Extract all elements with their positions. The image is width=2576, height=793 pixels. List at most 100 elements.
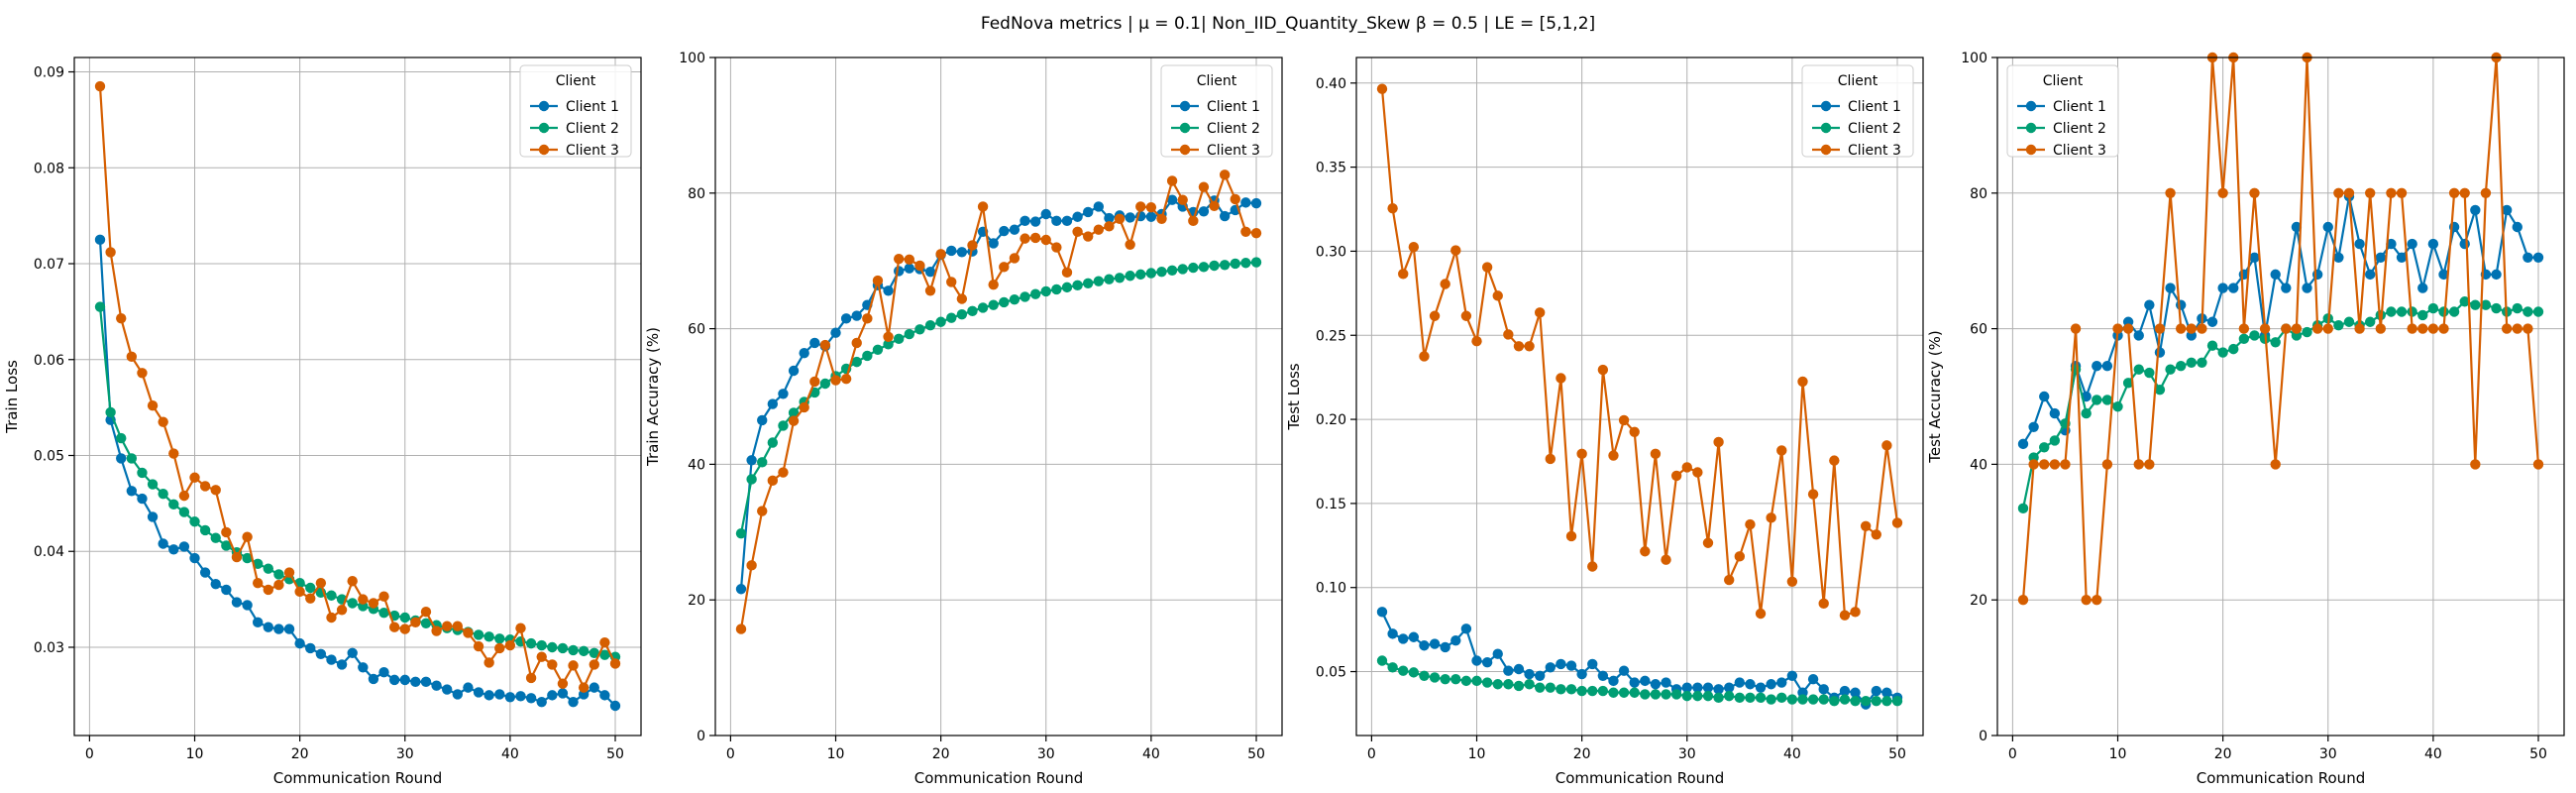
data-point (1188, 262, 1199, 274)
data-point (799, 348, 809, 359)
data-point (2386, 187, 2397, 198)
data-point (2039, 391, 2050, 402)
data-point (168, 544, 179, 555)
x-tick-label: 20 (1573, 746, 1591, 762)
data-point (1135, 201, 1146, 212)
data-point (147, 399, 159, 411)
data-point (147, 479, 159, 490)
data-point (2512, 323, 2522, 334)
data-point (1387, 628, 1398, 639)
data-point (2417, 323, 2428, 334)
data-point (1755, 682, 1767, 693)
y-tick-label: 80 (1970, 186, 1987, 202)
data-point (1608, 675, 1619, 687)
data-point (336, 659, 348, 670)
data-point (2249, 252, 2260, 263)
data-point (2365, 316, 2376, 327)
data-point (2427, 302, 2439, 314)
data-point (1009, 293, 1020, 305)
data-point (483, 657, 494, 668)
data-point (1156, 266, 1167, 278)
data-point (924, 266, 936, 278)
data-point (2512, 302, 2522, 314)
data-point (1460, 675, 1472, 687)
data-point (830, 375, 841, 386)
y-axis-label: Train Loss (3, 360, 21, 434)
data-point (746, 474, 757, 485)
data-point (1072, 226, 1083, 237)
data-point (1104, 221, 1115, 232)
data-point (168, 448, 179, 459)
data-point (126, 351, 138, 363)
data-point (263, 584, 273, 596)
data-point (1408, 667, 1420, 678)
x-tick-label: 20 (291, 746, 309, 762)
data-point (2532, 459, 2544, 470)
series-client-1 (94, 234, 621, 712)
data-point (1597, 685, 1609, 697)
data-point (1166, 175, 1178, 186)
data-point (2144, 459, 2155, 470)
data-point (746, 560, 757, 571)
data-point (199, 524, 211, 536)
data-point (1692, 682, 1703, 693)
data-point (1618, 665, 1630, 676)
data-point (2154, 347, 2166, 358)
data-point (2101, 395, 2113, 405)
data-point (126, 453, 138, 464)
data-point (1786, 694, 1798, 705)
data-point (158, 538, 168, 549)
data-point (1408, 241, 1420, 253)
series-client-2 (1376, 655, 1903, 707)
y-tick-label: 0.30 (1316, 244, 1346, 260)
data-point (1198, 262, 1210, 273)
data-point (1376, 655, 1388, 666)
data-point (883, 339, 894, 350)
data-point (1565, 660, 1577, 671)
data-point (2228, 283, 2239, 293)
data-point (1829, 455, 1840, 466)
data-point (137, 493, 148, 505)
data-point (2186, 323, 2197, 334)
data-point (1745, 679, 1756, 690)
data-point (1460, 310, 1472, 321)
series-line (98, 85, 616, 689)
data-point (778, 389, 789, 399)
data-point (1734, 692, 1746, 704)
y-tick-label: 60 (1970, 322, 1987, 338)
data-point (1029, 232, 1041, 244)
data-point (557, 678, 569, 689)
data-point (1576, 668, 1587, 680)
data-point (1618, 687, 1630, 698)
data-point (788, 365, 800, 377)
data-point (1051, 242, 1062, 253)
legend-swatch-marker (538, 144, 550, 156)
legend: Client Client 1 Client 2 Client 3 (1801, 64, 1914, 159)
legend-entry-label: Client 1 (566, 99, 619, 115)
data-point (2060, 459, 2071, 470)
data-point (283, 567, 295, 578)
legend-swatch-marker (538, 100, 550, 112)
legend-swatch-marker (2025, 144, 2037, 156)
data-point (1471, 335, 1482, 347)
data-point (799, 401, 809, 413)
data-point (336, 605, 348, 616)
data-point (1398, 633, 1409, 644)
data-point (1513, 680, 1525, 692)
legend-swatch-marker (1179, 144, 1191, 156)
legend-swatch-marker (1179, 122, 1191, 134)
data-point (1860, 696, 1872, 707)
data-point (1629, 687, 1640, 698)
y-tick-label: 0.20 (1316, 412, 1346, 428)
data-point (578, 682, 590, 693)
data-point (778, 467, 789, 478)
y-tick-label: 40 (1970, 457, 1987, 473)
y-tick-label: 0.09 (34, 65, 64, 81)
data-point (273, 569, 284, 580)
data-point (904, 328, 914, 340)
data-point (2438, 323, 2449, 334)
data-point (294, 586, 305, 598)
data-point (94, 234, 106, 246)
data-point (1125, 271, 1135, 282)
